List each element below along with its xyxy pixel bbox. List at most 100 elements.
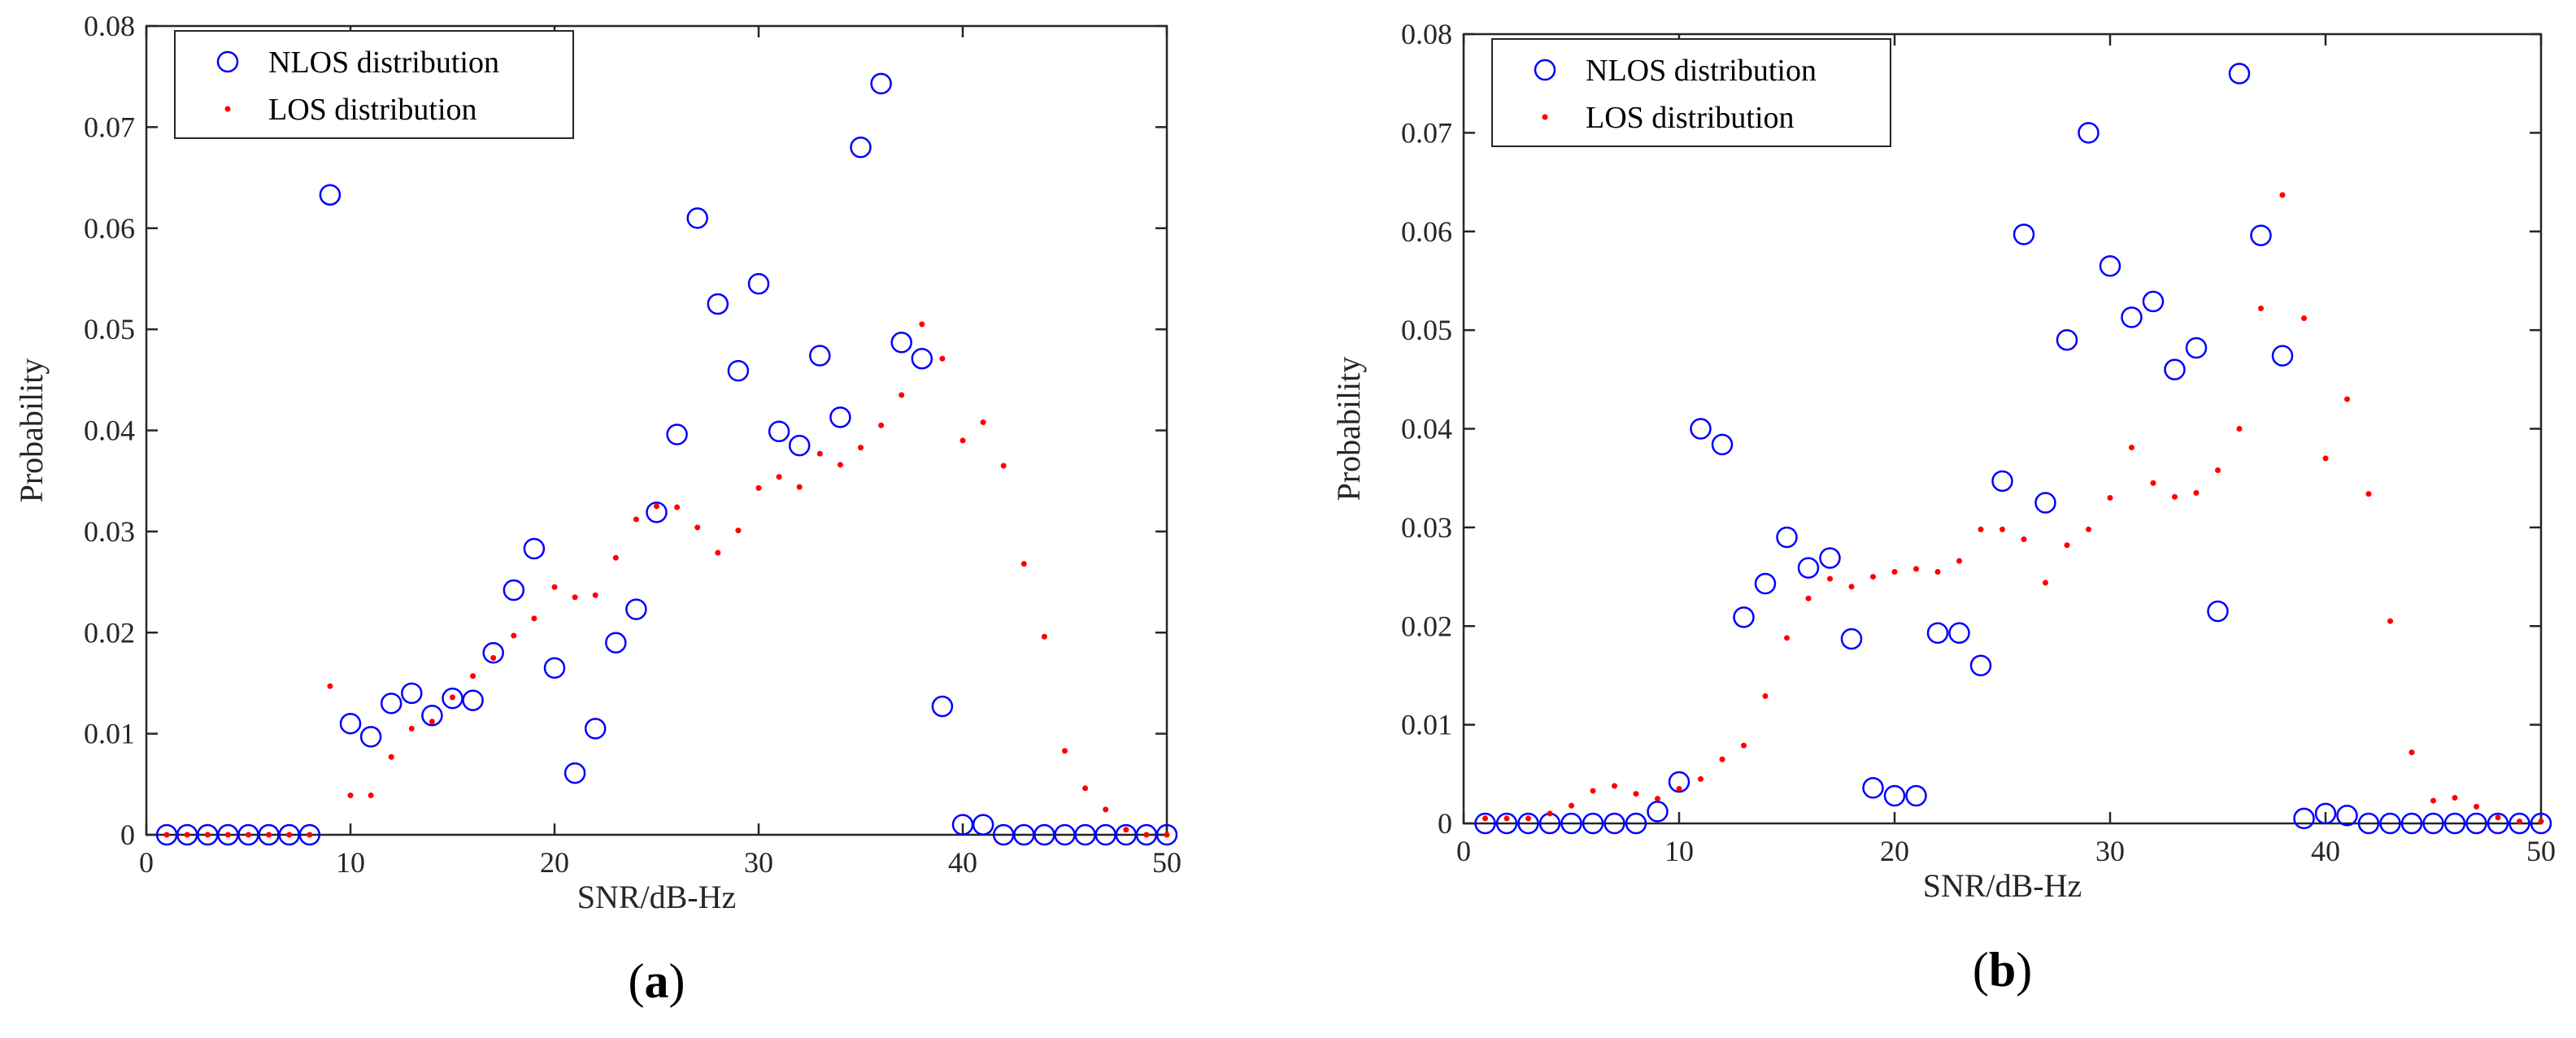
legend: NLOS distribution LOS distribution	[1491, 38, 1891, 147]
nlos-point	[972, 814, 994, 836]
nlos-point	[1840, 628, 1863, 650]
los-point	[1805, 595, 1812, 602]
plot-frame	[1462, 33, 2543, 825]
nlos-point	[2400, 812, 2423, 835]
los-point	[184, 832, 190, 838]
los-point	[1547, 810, 1553, 817]
x-tick-label: 0	[139, 846, 154, 879]
nlos-point	[380, 693, 402, 714]
y-tick-label: 0.01	[84, 718, 135, 750]
nlos-point	[462, 689, 484, 711]
x-tick-label: 20	[1880, 835, 1909, 867]
nlos-point	[564, 762, 586, 784]
nlos-point	[2336, 805, 2358, 827]
nlos-point	[911, 347, 933, 370]
y-tick-label: 0.07	[1401, 116, 1452, 149]
y-tick-label: 0.05	[1401, 314, 1452, 346]
legend-entry: LOS distribution	[1586, 101, 1795, 135]
los-point	[2021, 536, 2027, 542]
los-point	[2172, 493, 2178, 500]
los-point	[776, 474, 782, 480]
chart-b: 0 10 20 30 40 50 0 0.01 0.02 0.03 0.04 0.05 0.06 0.07…	[1330, 18, 2556, 997]
series-nlos	[155, 72, 1178, 846]
x-tick-label: 40	[948, 846, 977, 879]
nlos-point	[2121, 306, 2143, 328]
y-tick-label: 0.03	[84, 515, 135, 548]
los-point	[572, 594, 578, 601]
nlos-point	[1474, 812, 1496, 835]
los-point	[1676, 786, 1682, 793]
los-point	[429, 719, 435, 725]
nlos-point	[727, 359, 750, 382]
legend-los-marker	[1542, 114, 1548, 120]
los-point	[1999, 526, 2005, 532]
nlos-point	[2034, 492, 2056, 514]
nlos-point	[809, 345, 831, 367]
los-point	[368, 792, 374, 798]
panel-paren-close: )	[2016, 943, 2032, 997]
nlos-point	[421, 704, 443, 727]
los-point	[2150, 480, 2156, 486]
nlos-point	[359, 726, 382, 748]
nlos-point	[1495, 812, 1518, 835]
nlos-point	[1582, 812, 1604, 835]
y-tick-label: 0.06	[1401, 215, 1452, 248]
nlos-point	[1969, 654, 1992, 677]
nlos-point	[442, 687, 463, 710]
x-tick-label: 40	[2311, 835, 2340, 867]
los-point	[307, 832, 313, 838]
los-point	[1503, 815, 1510, 822]
los-point	[633, 516, 639, 523]
los-point	[163, 832, 170, 838]
x-tick-label: 20	[540, 846, 569, 879]
legend-entry: NLOS distribution	[1586, 54, 1817, 88]
y-tick-label: 0.05	[84, 313, 135, 345]
los-point	[1590, 788, 1596, 794]
los-point	[1000, 463, 1007, 469]
los-point	[2301, 315, 2307, 322]
nlos-point	[2164, 358, 2186, 380]
y-tick-label: 0.03	[1401, 511, 1452, 544]
panel-label: (a)	[629, 954, 685, 1008]
nlos-point	[1560, 812, 1582, 835]
los-point	[2538, 819, 2544, 825]
nlos-point	[1668, 771, 1690, 793]
nlos-point	[1603, 812, 1625, 835]
los-point	[2215, 467, 2221, 473]
y-tick-label: 0.02	[1401, 610, 1452, 642]
nlos-point	[482, 641, 504, 664]
los-point	[858, 445, 864, 451]
y-tick-label: 0	[1438, 807, 1452, 840]
plot-frame	[145, 24, 1168, 836]
panel-label: (b)	[1973, 943, 2032, 997]
los-point	[612, 554, 619, 561]
nlos-point	[666, 423, 688, 445]
nlos-point	[319, 184, 342, 206]
nlos-point	[1819, 547, 1841, 569]
los-point	[1164, 832, 1170, 838]
nlos-point	[2357, 812, 2380, 835]
y-tick-label: 0.04	[1401, 413, 1452, 445]
y-axis-label: Probability	[1330, 357, 1367, 502]
los-point	[1956, 558, 1962, 564]
los-point	[654, 503, 659, 510]
y-tick-label: 0.01	[1401, 709, 1452, 741]
nlos-point	[646, 501, 668, 523]
los-point	[980, 419, 986, 426]
legend-nlos-marker	[1534, 59, 1556, 81]
nlos-point	[850, 137, 872, 159]
x-axis-label: SNR/dB-Hz	[1923, 867, 2082, 904]
chart-a: 0 10 20 30 40 50 0 0.01 0.02 0.03 0.04 0.05 0.06 0.07…	[13, 10, 1181, 1008]
y-tick-label: 0.07	[84, 111, 135, 143]
los-point	[2129, 445, 2134, 451]
los-point	[796, 484, 803, 490]
los-point	[2107, 494, 2113, 501]
los-point	[1848, 584, 1855, 590]
los-point	[2365, 491, 2372, 497]
nlos-point	[2142, 290, 2165, 313]
los-point	[2236, 426, 2243, 432]
panel-letter: a	[645, 954, 669, 1008]
los-point	[2193, 489, 2200, 496]
los-point	[1978, 526, 1984, 532]
panel-letter: b	[1989, 943, 2016, 997]
